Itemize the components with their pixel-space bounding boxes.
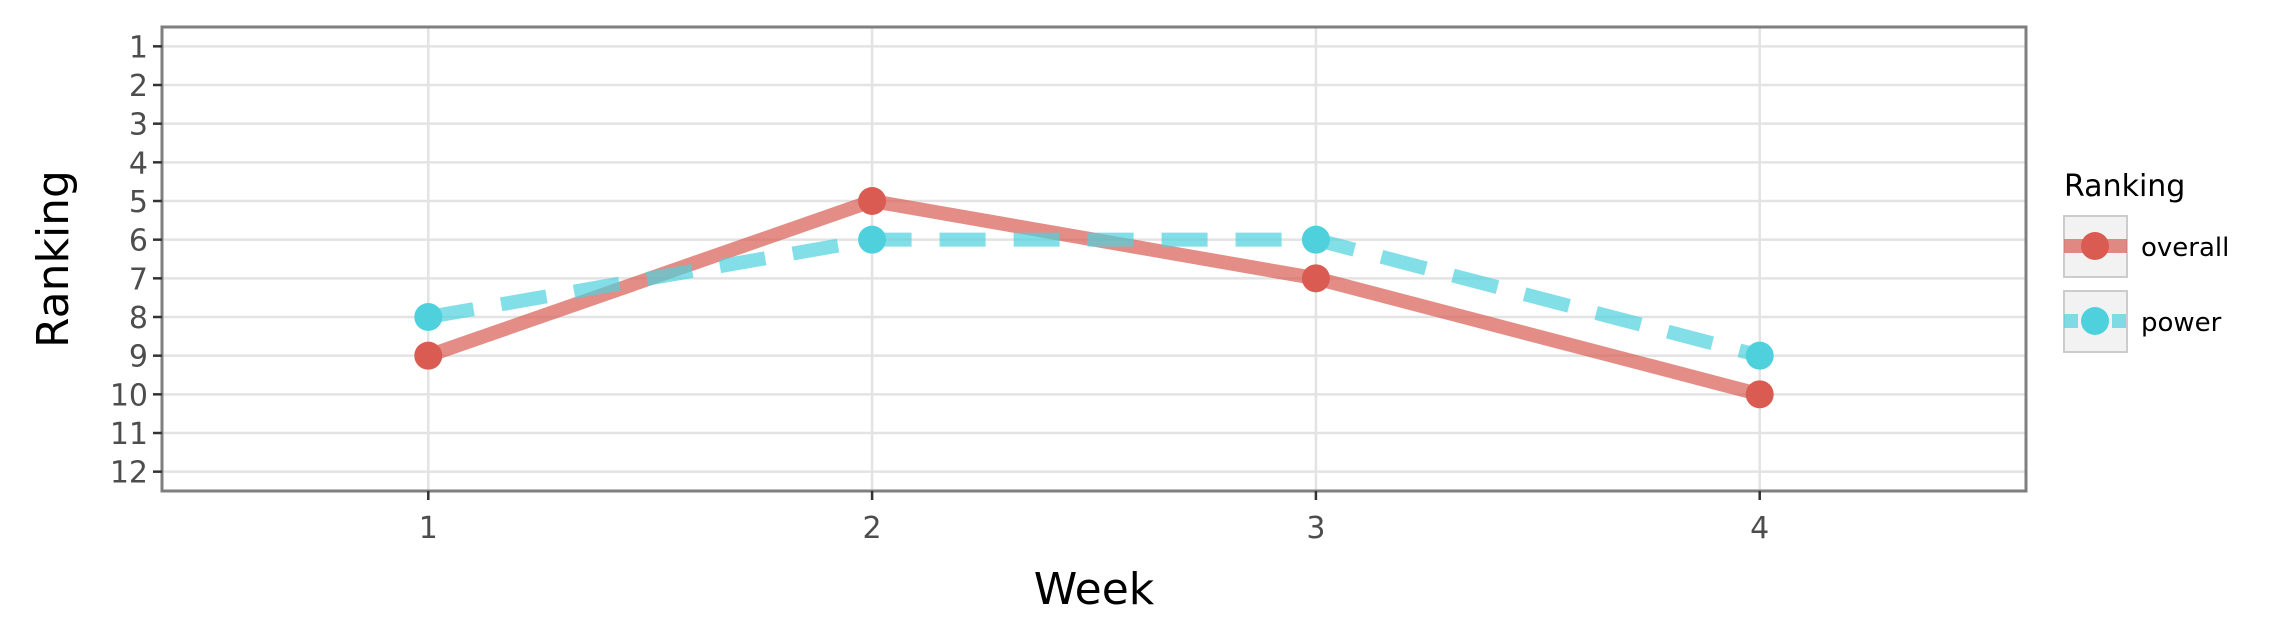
data-point-overall — [414, 341, 443, 370]
series-lines — [425, 194, 1762, 402]
series-points — [414, 187, 1774, 409]
x-tick-label: 2 — [863, 511, 882, 546]
legend-key-point — [2081, 232, 2109, 260]
data-point-power — [414, 303, 443, 331]
x-tick-label: 3 — [1306, 511, 1325, 546]
y-tick-label: 7 — [129, 262, 148, 297]
series-line-power — [427, 232, 1762, 363]
legend-key-point — [2081, 307, 2109, 335]
legend-label: overall — [2141, 233, 2229, 263]
y-tick-label: 12 — [110, 456, 148, 491]
legend-label: power — [2141, 308, 2222, 338]
y-tick-label: 3 — [129, 108, 148, 143]
x-tick-label: 4 — [1750, 511, 1769, 546]
y-tick-label: 11 — [110, 417, 148, 452]
x-axis-ticks: 1 2 3 4 — [419, 491, 1769, 546]
plot-border — [160, 25, 2028, 493]
legend: Ranking overall power — [2063, 169, 2229, 353]
y-tick-label: 2 — [129, 69, 148, 104]
y-tick-label: 6 — [129, 224, 148, 259]
x-axis-title: Week — [1034, 564, 1155, 615]
x-tick-label: 1 — [419, 511, 438, 546]
data-point-power — [1301, 225, 1330, 254]
y-tick-label: 8 — [129, 301, 148, 336]
y-axis-title: Ranking — [28, 170, 79, 348]
y-tick-label: 1 — [129, 30, 148, 65]
y-tick-label: 9 — [129, 340, 148, 375]
legend-item-overall: overall — [2063, 215, 2229, 278]
data-point-overall — [858, 187, 887, 215]
legend-title: Ranking — [2064, 169, 2185, 204]
y-tick-label: 10 — [110, 378, 148, 413]
data-point-power — [1745, 341, 1774, 370]
data-point-power — [858, 225, 887, 254]
y-tick-label: 4 — [129, 146, 148, 181]
data-point-overall — [1745, 380, 1774, 409]
data-point-overall — [1301, 264, 1330, 293]
y-tick-label: 5 — [129, 185, 148, 220]
legend-item-power: power — [2063, 290, 2222, 353]
